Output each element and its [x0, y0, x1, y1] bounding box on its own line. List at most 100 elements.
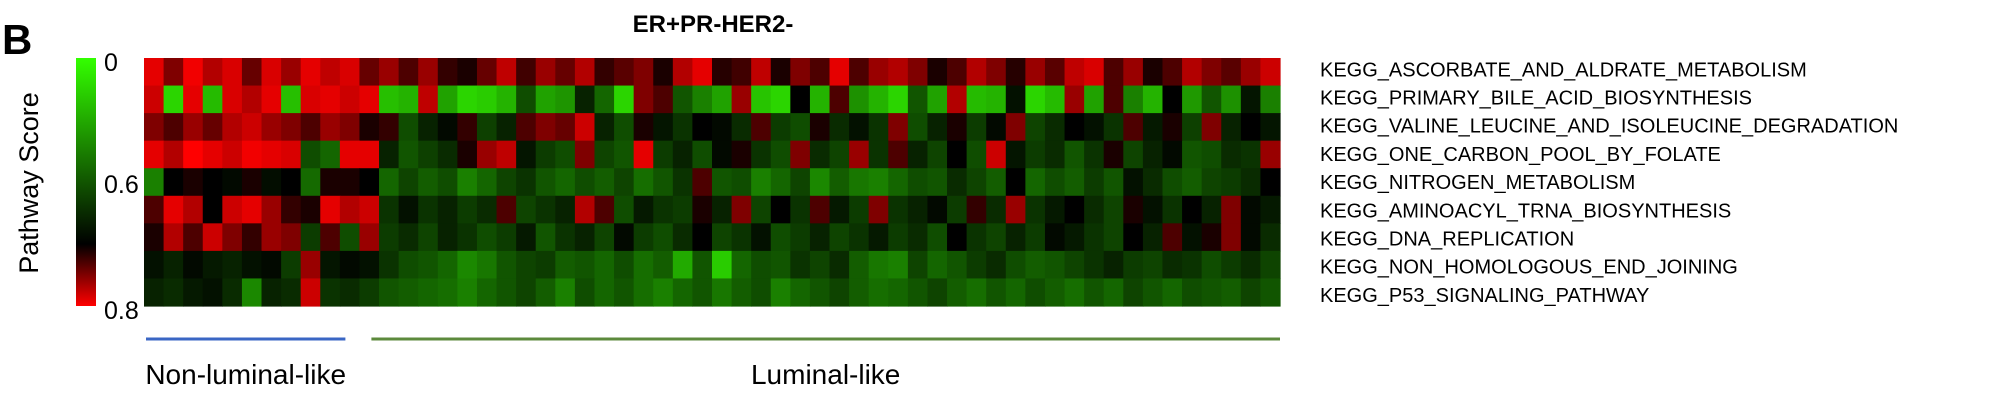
heatmap-cell	[437, 85, 458, 114]
colorbar-tick-label: 0	[104, 49, 118, 77]
heatmap-cell	[437, 58, 458, 87]
heatmap-cell	[1064, 195, 1085, 224]
heatmap-cell	[359, 140, 380, 169]
heatmap-cell	[300, 223, 321, 252]
heatmap-cell	[1064, 113, 1085, 142]
heatmap-cell	[672, 195, 694, 224]
heatmap-cell	[281, 140, 302, 169]
heatmap-cell	[1240, 168, 1262, 197]
heatmap-cell	[241, 140, 263, 169]
heatmap-cell	[202, 223, 223, 252]
heatmap-cell	[907, 113, 929, 142]
heatmap-cell	[144, 113, 165, 142]
heatmap-cell	[339, 278, 361, 307]
heatmap-cell	[555, 168, 576, 197]
heatmap-cell	[516, 278, 537, 307]
heatmap-cell	[927, 195, 948, 224]
heatmap-cell	[535, 113, 556, 142]
row-label: KEGG_ONE_CARBON_POOL_BY_FOLATE	[1320, 144, 1721, 166]
heatmap-cell	[829, 113, 850, 142]
heatmap-cell	[1182, 85, 1203, 114]
heatmap-cell	[202, 250, 223, 280]
heatmap-cell	[241, 168, 263, 197]
heatmap-cell	[1240, 278, 1262, 307]
heatmap-cell	[633, 113, 654, 142]
heatmap-cell	[947, 168, 968, 197]
heatmap-cell	[868, 168, 889, 197]
row-label: KEGG_AMINOACYL_TRNA_BIOSYNTHESIS	[1320, 200, 1731, 222]
heatmap-cell	[829, 278, 850, 307]
heatmap-cell	[1005, 140, 1026, 169]
heatmap-cell	[300, 113, 321, 142]
heatmap-cell	[770, 223, 791, 252]
heatmap-cell	[359, 223, 380, 252]
heatmap-cell	[183, 250, 204, 280]
row-label: KEGG_NITROGEN_METABOLISM	[1320, 172, 1635, 194]
heatmap-cell	[163, 250, 184, 280]
heatmap-cell	[300, 85, 321, 114]
row-label: KEGG_VALINE_LEUCINE_AND_ISOLEUCINE_DEGRA…	[1320, 116, 1898, 138]
heatmap-cell	[1064, 85, 1085, 114]
heatmap-cell	[986, 278, 1007, 307]
heatmap-cell	[1182, 278, 1203, 307]
group-brackets: Non-luminal-like Luminal-like	[145, 337, 1280, 390]
heatmap-cell	[535, 278, 556, 307]
heatmap-cell	[986, 113, 1007, 142]
heatmap-cell	[633, 85, 654, 114]
heatmap-cell	[1084, 223, 1105, 252]
heatmap-cell	[1005, 85, 1026, 114]
heatmap-cell	[496, 250, 517, 280]
heatmap-cell	[731, 278, 752, 307]
heatmap-cell	[1044, 113, 1066, 142]
heatmap-cell	[712, 85, 733, 114]
heatmap-cell	[1064, 250, 1085, 280]
heatmap-cell	[653, 250, 674, 280]
heatmap-cell	[829, 250, 850, 280]
heatmap-cell	[1142, 168, 1164, 197]
heatmap-cell	[144, 85, 165, 114]
heatmap-cell	[516, 140, 537, 169]
heatmap-cell	[1084, 195, 1105, 224]
heatmap-cell	[966, 113, 987, 142]
heatmap-cell	[574, 85, 596, 114]
heatmap-cell	[1260, 223, 1281, 252]
heatmap-cell	[770, 140, 791, 169]
heatmap-cell	[379, 195, 400, 224]
heatmap-cell	[339, 168, 361, 197]
heatmap-cell	[829, 223, 850, 252]
heatmap-cell	[809, 58, 831, 87]
heatmap-cell	[594, 250, 615, 280]
heatmap-cell	[261, 113, 282, 142]
heatmap-cell	[790, 168, 811, 197]
heatmap-cell	[1260, 168, 1281, 197]
heatmap-cell	[751, 250, 772, 280]
heatmap-cell	[398, 140, 419, 169]
heatmap-cell	[731, 85, 752, 114]
heatmap-cells	[144, 58, 1281, 307]
heatmap-cell	[1025, 58, 1046, 87]
heatmap-cell	[1084, 140, 1105, 169]
heatmap-cell	[457, 140, 478, 169]
heatmap-cell	[535, 140, 556, 169]
heatmap-cell	[829, 195, 850, 224]
heatmap-cell	[751, 113, 772, 142]
heatmap-cell	[555, 250, 576, 280]
heatmap-cell	[437, 140, 458, 169]
heatmap-cell	[614, 195, 635, 224]
heatmap-cell	[418, 168, 439, 197]
heatmap-cell	[457, 278, 478, 307]
heatmap-cell	[555, 223, 576, 252]
heatmap-cell	[1142, 113, 1164, 142]
heatmap-cell	[672, 113, 694, 142]
heatmap-cell	[418, 140, 439, 169]
heatmap-cell	[770, 195, 791, 224]
heatmap-cell	[633, 250, 654, 280]
heatmap-cell	[183, 85, 204, 114]
heatmap-cell	[379, 113, 400, 142]
heatmap-cell	[712, 223, 733, 252]
heatmap-cell	[947, 223, 968, 252]
heatmap-cell	[849, 168, 870, 197]
heatmap-cell	[1142, 278, 1164, 307]
heatmap-cell	[1221, 223, 1242, 252]
heatmap-cell	[516, 223, 537, 252]
